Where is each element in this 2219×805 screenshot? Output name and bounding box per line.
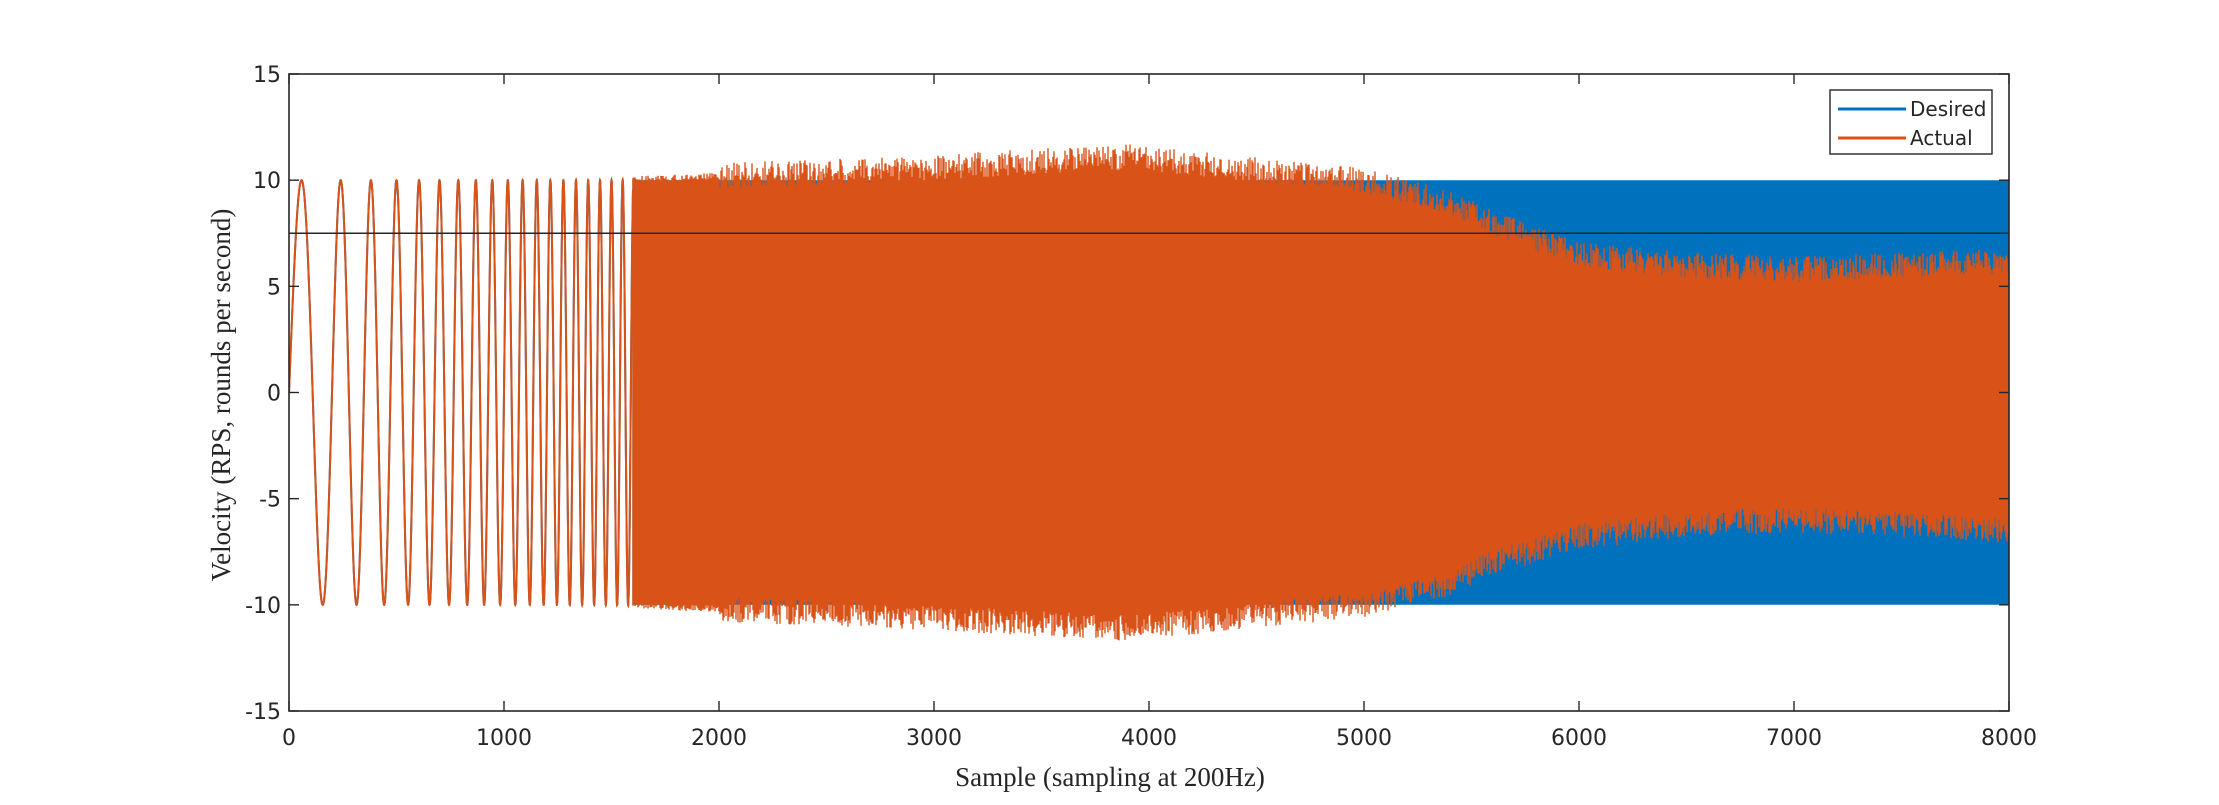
x-tick-label: 5000 [1336,726,1392,751]
y-tick-label: -5 [259,488,281,513]
x-tick-label: 6000 [1551,726,1607,751]
legend-label-actual: Actual [1910,126,1973,150]
x-tick-label: 4000 [1121,726,1177,751]
legend-label-desired: Desired [1910,97,1986,121]
y-tick-label: 10 [253,169,281,194]
x-tick-label: 3000 [906,726,962,751]
legend-box [1829,89,1993,155]
x-tick-label: 8000 [1981,726,2037,751]
y-tick-label: -15 [245,700,281,725]
y-tick-label: 5 [267,275,281,300]
y-axis-label: Velocity (RPS, rounds per second) [206,209,236,582]
series-band-actual [632,144,2009,641]
series-line-actual-chirp [289,176,634,609]
x-tick-label: 0 [282,726,296,751]
series-group [289,144,2009,641]
plot-data-layer [289,144,2009,641]
x-tick-label: 1000 [476,726,532,751]
legend: Desired Actual [1829,89,1993,155]
y-tick-label: -10 [245,594,281,619]
x-axis-label: Sample (sampling at 200Hz) [955,762,1265,792]
x-tick-label: 7000 [1766,726,1822,751]
y-tick-label: 15 [253,63,281,88]
x-tick-label: 2000 [691,726,747,751]
axis-ticks: 0 1000 2000 3000 4000 5000 6000 7000 8000 -15 -10 -… [245,63,2037,751]
y-tick-label: 0 [267,382,281,407]
